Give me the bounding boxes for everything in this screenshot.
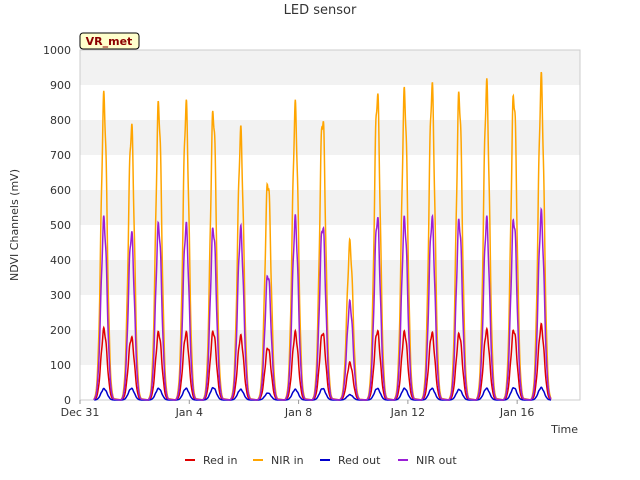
series-layer (93, 71, 552, 401)
x-tick-label: Jan 4 (175, 406, 203, 419)
y-tick-label: 400 (50, 254, 71, 267)
grid-band (80, 190, 580, 225)
y-tick-label: 500 (50, 219, 71, 232)
x-tick-labels: Dec 31 Jan 4 Jan 8 Jan 12 Jan 16 (61, 400, 534, 419)
x-tick-label: Jan 8 (284, 406, 312, 419)
y-tick-label: 800 (50, 114, 71, 127)
grid-band (80, 120, 580, 155)
x-tick-label: Jan 16 (499, 406, 534, 419)
grid-band (80, 85, 580, 120)
legend-label: Red in (203, 454, 237, 467)
y-tick-label: 100 (50, 359, 71, 372)
series-line-nir-in (93, 71, 552, 401)
series-line-red-out (93, 386, 552, 401)
legend-label: Red out (338, 454, 381, 467)
y-tick-label: 0 (64, 394, 71, 407)
series-line-red-in (93, 322, 552, 401)
grid-band (80, 155, 580, 190)
y-tick-label: 200 (50, 324, 71, 337)
legend-label: NIR out (416, 454, 457, 467)
vr-met-box (79, 32, 140, 50)
y-tick-labels: 0 100 200 300 400 500 600 700 800 900 1000 (43, 44, 71, 407)
legend: Red in NIR in Red out NIR out (185, 454, 457, 467)
vr-met-annotation: VR_met (79, 32, 140, 50)
legend-label: NIR in (271, 454, 304, 467)
y-tick-label: 600 (50, 184, 71, 197)
x-axis-label: Time (550, 423, 578, 436)
grid-bands (80, 50, 580, 400)
x-tick-label: Jan 12 (390, 406, 425, 419)
y-tick-label: 300 (50, 289, 71, 302)
grid-band (80, 225, 580, 260)
chart-title: LED sensor (284, 3, 357, 18)
y-tick-label: 700 (50, 149, 71, 162)
y-axis-label: NDVI Channels (mV) (8, 169, 21, 281)
grid-band (80, 50, 580, 85)
series-line-nir-out (93, 206, 552, 401)
y-tick-label: 900 (50, 79, 71, 92)
x-tick-label: Dec 31 (61, 406, 100, 419)
y-tick-label: 1000 (43, 44, 71, 57)
vr-met-label: VR_met (86, 35, 133, 48)
